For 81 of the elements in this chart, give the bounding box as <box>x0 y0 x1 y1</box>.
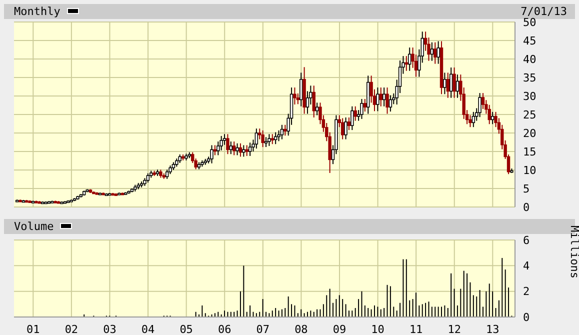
candlestick <box>315 102 319 116</box>
candlestick <box>452 67 456 98</box>
y-tick-label: 0 <box>523 310 530 324</box>
x-tick-label: 07 <box>256 322 270 335</box>
y-tick-label: 35 <box>523 71 536 84</box>
text: 7/01/13 <box>520 5 567 18</box>
y-tick-label: 0 <box>523 200 530 214</box>
candlestick <box>210 144 214 164</box>
candlestick <box>363 98 367 112</box>
candlestick <box>146 172 150 184</box>
candlestick <box>490 111 494 125</box>
y-tick-label: 5 <box>523 182 530 196</box>
candlestick <box>350 106 354 131</box>
x-tick-label: 13 <box>486 322 500 335</box>
y-tick-label: 15 <box>523 145 536 158</box>
y-tick-label: 4 <box>523 260 530 273</box>
candlestick <box>213 144 217 156</box>
x-tick-label: 05 <box>180 322 193 335</box>
x-tick-label: 11 <box>409 322 423 335</box>
candlestick <box>245 144 248 156</box>
candlestick <box>340 118 344 140</box>
y-tick-label: 40 <box>523 52 536 66</box>
x-tick-label: 02 <box>64 322 78 335</box>
candlestick <box>284 124 287 136</box>
x-tick-label: 03 <box>103 322 116 335</box>
chart-title: Monthly <box>14 5 60 18</box>
candlestick <box>264 136 268 148</box>
candlestick <box>430 42 434 62</box>
candlestick <box>449 67 453 98</box>
candlestick <box>248 142 252 156</box>
candlestick <box>165 169 169 180</box>
candlestick <box>388 94 392 112</box>
y-tick-label: 50 <box>523 16 536 29</box>
candlestick <box>376 86 380 112</box>
candlestick <box>254 128 258 150</box>
candlestick <box>386 86 389 114</box>
candlestick <box>488 104 491 125</box>
x-tick-label: 01 <box>26 322 40 335</box>
x-tick-label: 12 <box>448 322 461 335</box>
candlestick <box>436 40 440 64</box>
y-tick-label: 20 <box>523 126 536 140</box>
candlestick <box>360 98 364 120</box>
candlestick <box>347 116 351 131</box>
y-tick-label: 10 <box>523 164 536 177</box>
candlestick <box>226 134 230 155</box>
y-tick-label: 2 <box>523 285 530 298</box>
y-tick-label: 30 <box>523 90 536 103</box>
candlestick <box>280 124 284 140</box>
candlestick <box>242 144 246 158</box>
x-tick-label: 09 <box>332 322 346 335</box>
y-tick-label: 6 <box>523 234 530 247</box>
x-tick-label: 04 <box>141 322 156 335</box>
x-tick-label: 08 <box>294 322 308 335</box>
x-tick-label: 06 <box>218 322 232 335</box>
candlestick <box>446 72 450 98</box>
candlestick <box>238 142 242 158</box>
x-tick-label: 10 <box>371 322 384 335</box>
candlestick <box>354 106 357 122</box>
candlestick <box>293 86 296 106</box>
candlestick <box>434 42 437 64</box>
candlestick <box>379 86 382 107</box>
candlestick <box>443 72 446 95</box>
candlestick <box>382 86 386 107</box>
candlestick <box>300 72 303 107</box>
y-tick-label: 25 <box>523 108 536 122</box>
candlestick <box>268 134 271 146</box>
candlestick <box>456 74 460 98</box>
chart-title: Volume <box>14 220 54 233</box>
candlestick <box>220 135 223 151</box>
candlestick <box>236 142 239 156</box>
candlestick <box>232 141 236 156</box>
candlestick <box>229 141 232 155</box>
candlestick <box>408 47 412 72</box>
candlestick <box>270 134 274 145</box>
candlestick <box>344 116 348 140</box>
candlestick <box>472 111 476 128</box>
candlestick <box>478 92 482 118</box>
candlestick <box>274 132 278 145</box>
candlestick <box>312 85 316 118</box>
y-tick-label: 45 <box>523 34 536 48</box>
candlestick <box>261 130 264 148</box>
